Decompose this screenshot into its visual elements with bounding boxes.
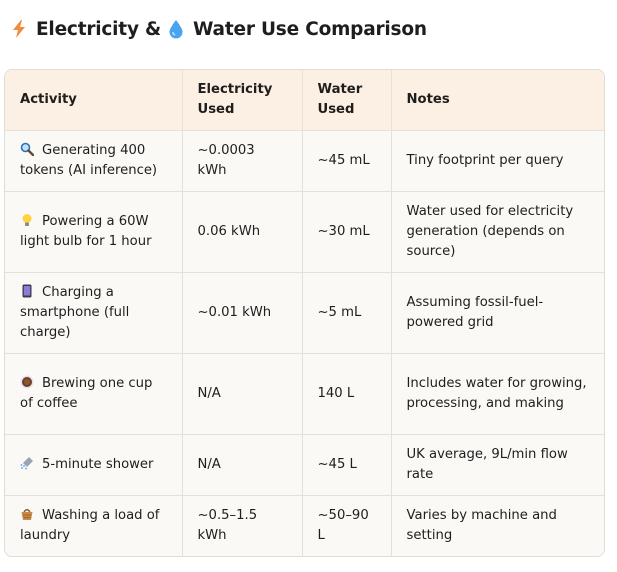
table-row: Washing a load of laundry ~0.5–1.5 kWh ~… (5, 495, 604, 556)
cell-electricity: N/A (182, 353, 303, 435)
cell-activity: Washing a load of laundry (5, 495, 183, 556)
magnifying-glass-icon (20, 142, 34, 156)
cell-activity: 5-minute shower (5, 434, 183, 496)
cell-electricity: ~0.0003 kWh (182, 130, 303, 192)
title-text-electricity: Electricity & (36, 18, 161, 40)
comparison-table: Activity Electricity Used Water Used Not… (4, 69, 605, 557)
cell-notes: Water used for electricity generation (d… (391, 191, 604, 273)
cell-water: 140 L (302, 353, 392, 435)
light-bulb-icon (20, 213, 34, 227)
activity-text: Generating 400 tokens (AI inference) (20, 143, 158, 178)
cell-water: ~45 L (302, 434, 392, 496)
cell-electricity: ~0.01 kWh (182, 272, 303, 354)
cell-water: ~45 mL (302, 130, 392, 192)
activity-text: Powering a 60W light bulb for 1 hour (20, 214, 152, 249)
cell-notes: Includes water for growing, processing, … (391, 353, 604, 435)
cell-water: ~5 mL (302, 272, 392, 354)
header-notes: Notes (391, 70, 604, 131)
cell-activity: Powering a 60W light bulb for 1 hour (5, 191, 183, 273)
cell-water: ~30 mL (302, 191, 392, 273)
smartphone-icon (20, 284, 34, 298)
cell-notes: Tiny footprint per query (391, 130, 604, 192)
table-header-row: Activity Electricity Used Water Used Not… (5, 70, 604, 131)
table-row: Charging a smartphone (full charge) ~0.0… (5, 272, 604, 354)
cell-notes: UK average, 9L/min flow rate (391, 434, 604, 496)
cell-electricity: N/A (182, 434, 303, 496)
page-title: Electricity & Water Use Comparison (10, 15, 427, 43)
activity-text: Brewing one cup of coffee (20, 376, 153, 411)
activity-text: Washing a load of laundry (20, 508, 160, 543)
cell-notes: Assuming fossil-fuel-powered grid (391, 272, 604, 354)
table-row: 5-minute shower N/A ~45 L UK average, 9L… (5, 434, 604, 496)
coffee-cup-icon (20, 375, 34, 389)
table-row: Generating 400 tokens (AI inference) ~0.… (5, 130, 604, 192)
table-row: Brewing one cup of coffee N/A 140 L Incl… (5, 353, 604, 435)
cell-activity: Generating 400 tokens (AI inference) (5, 130, 183, 192)
shower-icon (20, 456, 34, 470)
title-text-water: Water Use Comparison (193, 18, 427, 40)
cell-activity: Charging a smartphone (full charge) (5, 272, 183, 354)
water-droplet-icon (167, 19, 185, 39)
table-row: Powering a 60W light bulb for 1 hour 0.0… (5, 191, 604, 273)
header-water-used: Water Used (302, 70, 392, 131)
laundry-basket-icon (20, 507, 34, 521)
cell-electricity: ~0.5–1.5 kWh (182, 495, 303, 556)
header-electricity-used: Electricity Used (182, 70, 303, 131)
activity-text: 5-minute shower (42, 457, 154, 472)
activity-text: Charging a smartphone (full charge) (20, 285, 130, 340)
cell-water: ~50–90 L (302, 495, 392, 556)
cell-activity: Brewing one cup of coffee (5, 353, 183, 435)
lightning-bolt-icon (10, 19, 28, 39)
header-activity: Activity (5, 70, 183, 131)
cell-electricity: 0.06 kWh (182, 191, 303, 273)
cell-notes: Varies by machine and setting (391, 495, 604, 556)
